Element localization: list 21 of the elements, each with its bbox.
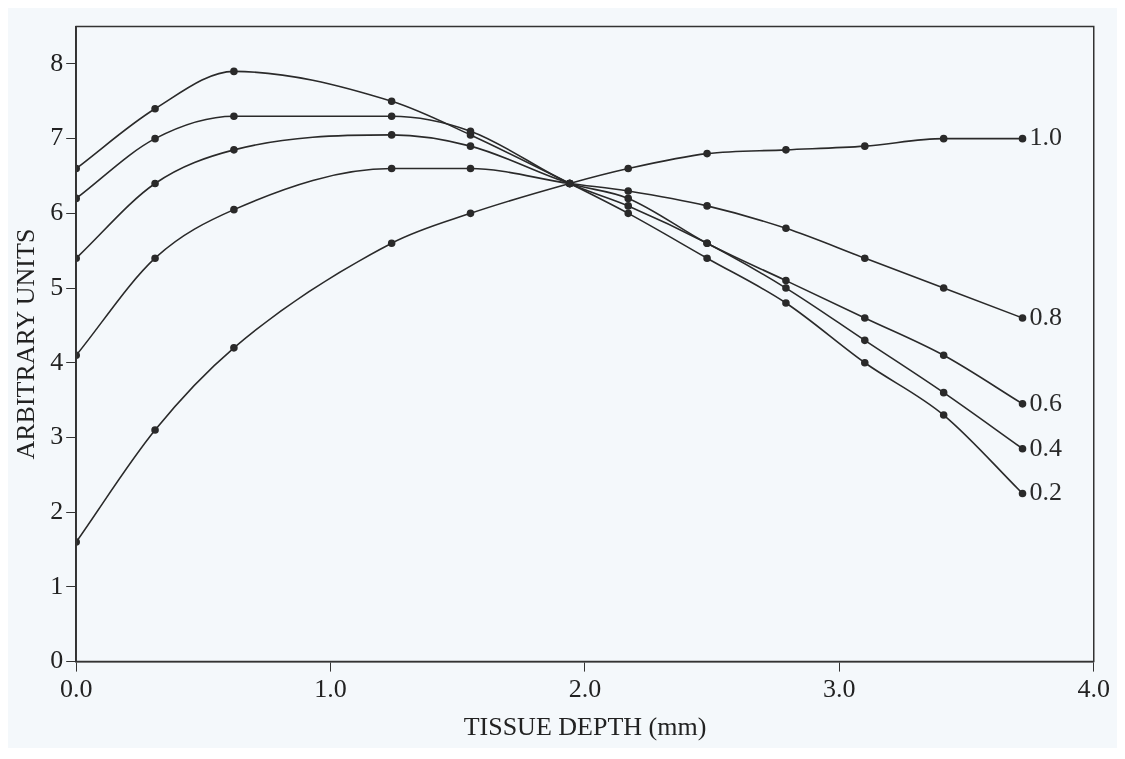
series-label: 1.0: [1029, 122, 1063, 152]
series-label: 0.6: [1029, 387, 1063, 417]
x-tick-label: 1.0: [314, 674, 347, 704]
y-tick-label: 7: [50, 122, 64, 152]
series-label: 0.8: [1029, 301, 1063, 331]
y-tick-label: 4: [50, 346, 64, 376]
x-axis-title: TISSUE DEPTH (mm): [463, 712, 707, 742]
x-tick-label: 2.0: [568, 674, 602, 704]
y-tick-label: 6: [50, 197, 64, 227]
y-axis-title: ARBITRARY UNITS: [11, 228, 41, 460]
y-tick-label: 8: [50, 47, 64, 77]
y-tick-label: 3: [50, 421, 64, 451]
y-tick-label: 5: [50, 271, 64, 301]
series-label: 0.2: [1029, 477, 1063, 507]
x-tick-label: 3.0: [823, 674, 856, 704]
series-label: 0.4: [1029, 432, 1063, 462]
y-tick-label: 1: [50, 570, 64, 600]
x-tick-label: 4.0: [1077, 674, 1110, 704]
y-tick-label: 0: [50, 645, 64, 675]
y-tick-label: 2: [50, 496, 64, 526]
x-tick-label: 0.0: [59, 674, 93, 704]
